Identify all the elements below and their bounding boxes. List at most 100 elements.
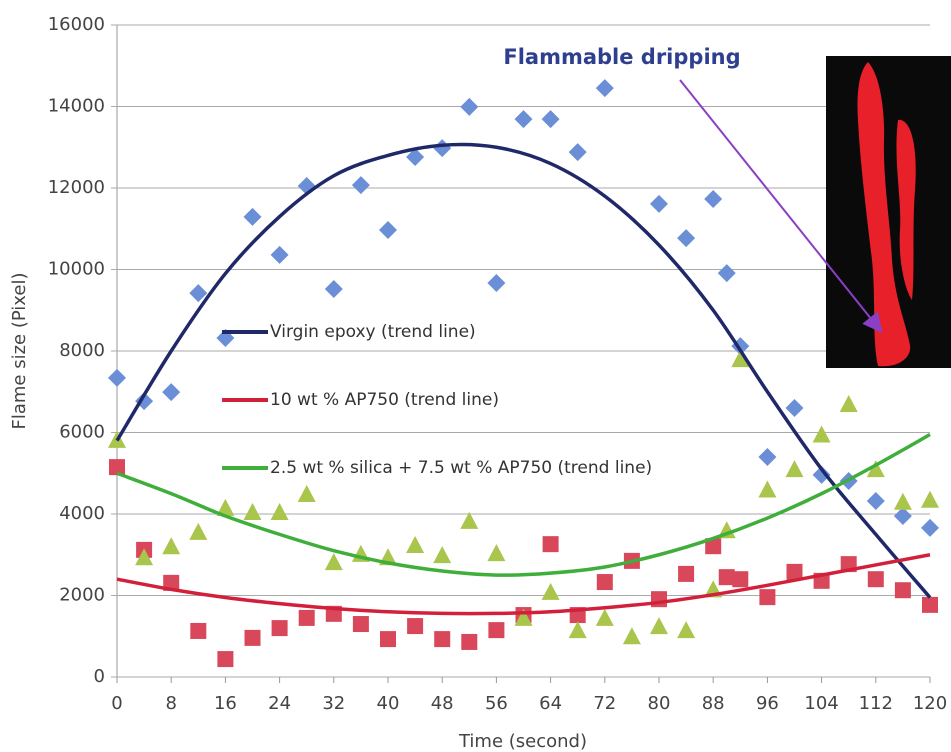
point [243,207,262,226]
legend-label: 2.5 wt % silica + 7.5 wt % AP750 (trend … [270,458,652,478]
point [542,536,559,553]
point [217,651,234,668]
x-axis-label: Time (second) [458,731,587,752]
x-tick-label: 96 [756,693,779,714]
x-tick-label: 56 [485,693,508,714]
x-tick-label: 16 [214,693,237,714]
point [568,143,587,162]
point [380,631,396,648]
point [731,350,750,368]
point [324,280,343,299]
point [867,571,884,588]
trend-line [116,433,931,577]
point [298,609,315,626]
point [297,485,316,503]
x-tick-label: 112 [859,693,893,714]
point [786,563,803,580]
y-tick-label: 0 [94,666,105,687]
point [595,608,614,626]
point [866,460,885,478]
legend-label: 10 wt % AP750 (trend line) [270,390,499,410]
point [678,565,695,582]
point [541,582,560,600]
x-tick-label: 48 [431,693,454,714]
point [785,460,804,478]
point [163,574,180,591]
y-tick-label: 4000 [59,503,105,524]
point [718,569,735,586]
y-axis-label: Flame size (Pixel) [9,272,30,429]
point [434,631,451,648]
point [921,490,939,508]
point [812,425,831,443]
point [487,544,506,562]
point [894,582,911,599]
point [893,507,912,526]
point [162,537,181,555]
point [921,518,939,537]
point [487,273,506,292]
y-tick-label: 10000 [48,259,105,280]
y-tick-label: 12000 [48,177,105,198]
annotation: Flammable dripping [503,45,740,69]
trend-line [116,553,931,616]
point [351,176,370,195]
point [433,546,452,564]
flame-image [826,56,951,368]
point [650,194,668,213]
y-tick-label: 16000 [48,14,105,35]
point [460,97,479,116]
x-tick-label: 40 [377,693,400,714]
point [271,620,288,637]
point [460,511,479,529]
x-tick-label: 0 [111,693,122,714]
x-tick-label: 88 [702,693,725,714]
point [352,616,369,633]
point [189,284,208,303]
point [162,383,181,402]
point [461,633,478,650]
point [189,522,208,540]
point [407,618,424,635]
point [650,617,668,635]
point [622,627,641,645]
trend-line [115,142,932,599]
legend-label: Virgin epoxy (trend line) [270,322,476,342]
point [243,502,262,520]
point [244,629,261,646]
x-tick-label: 24 [268,693,291,714]
point [514,110,533,129]
point [270,245,289,264]
point [270,502,289,520]
point [109,459,125,476]
point [758,480,777,498]
point [433,139,452,158]
x-tick-label: 120 [913,693,947,714]
point [379,220,397,239]
x-tick-label: 32 [322,693,345,714]
point [190,622,207,639]
point [514,608,533,626]
point [839,394,858,412]
point [759,589,776,606]
y-tick-label: 14000 [48,96,105,117]
point [324,553,343,571]
point [677,229,696,248]
point [595,79,614,98]
point [488,622,505,639]
point [717,264,736,283]
point [922,596,938,613]
point [704,190,723,209]
point [108,368,126,387]
point [406,148,425,167]
point [568,621,587,639]
x-tick-label: 64 [539,693,562,714]
point [406,535,425,553]
point [596,574,613,591]
x-tick-label: 72 [593,693,616,714]
y-tick-label: 8000 [59,340,105,361]
point [893,492,912,510]
annotation-arrow [679,79,883,334]
point [758,447,777,466]
